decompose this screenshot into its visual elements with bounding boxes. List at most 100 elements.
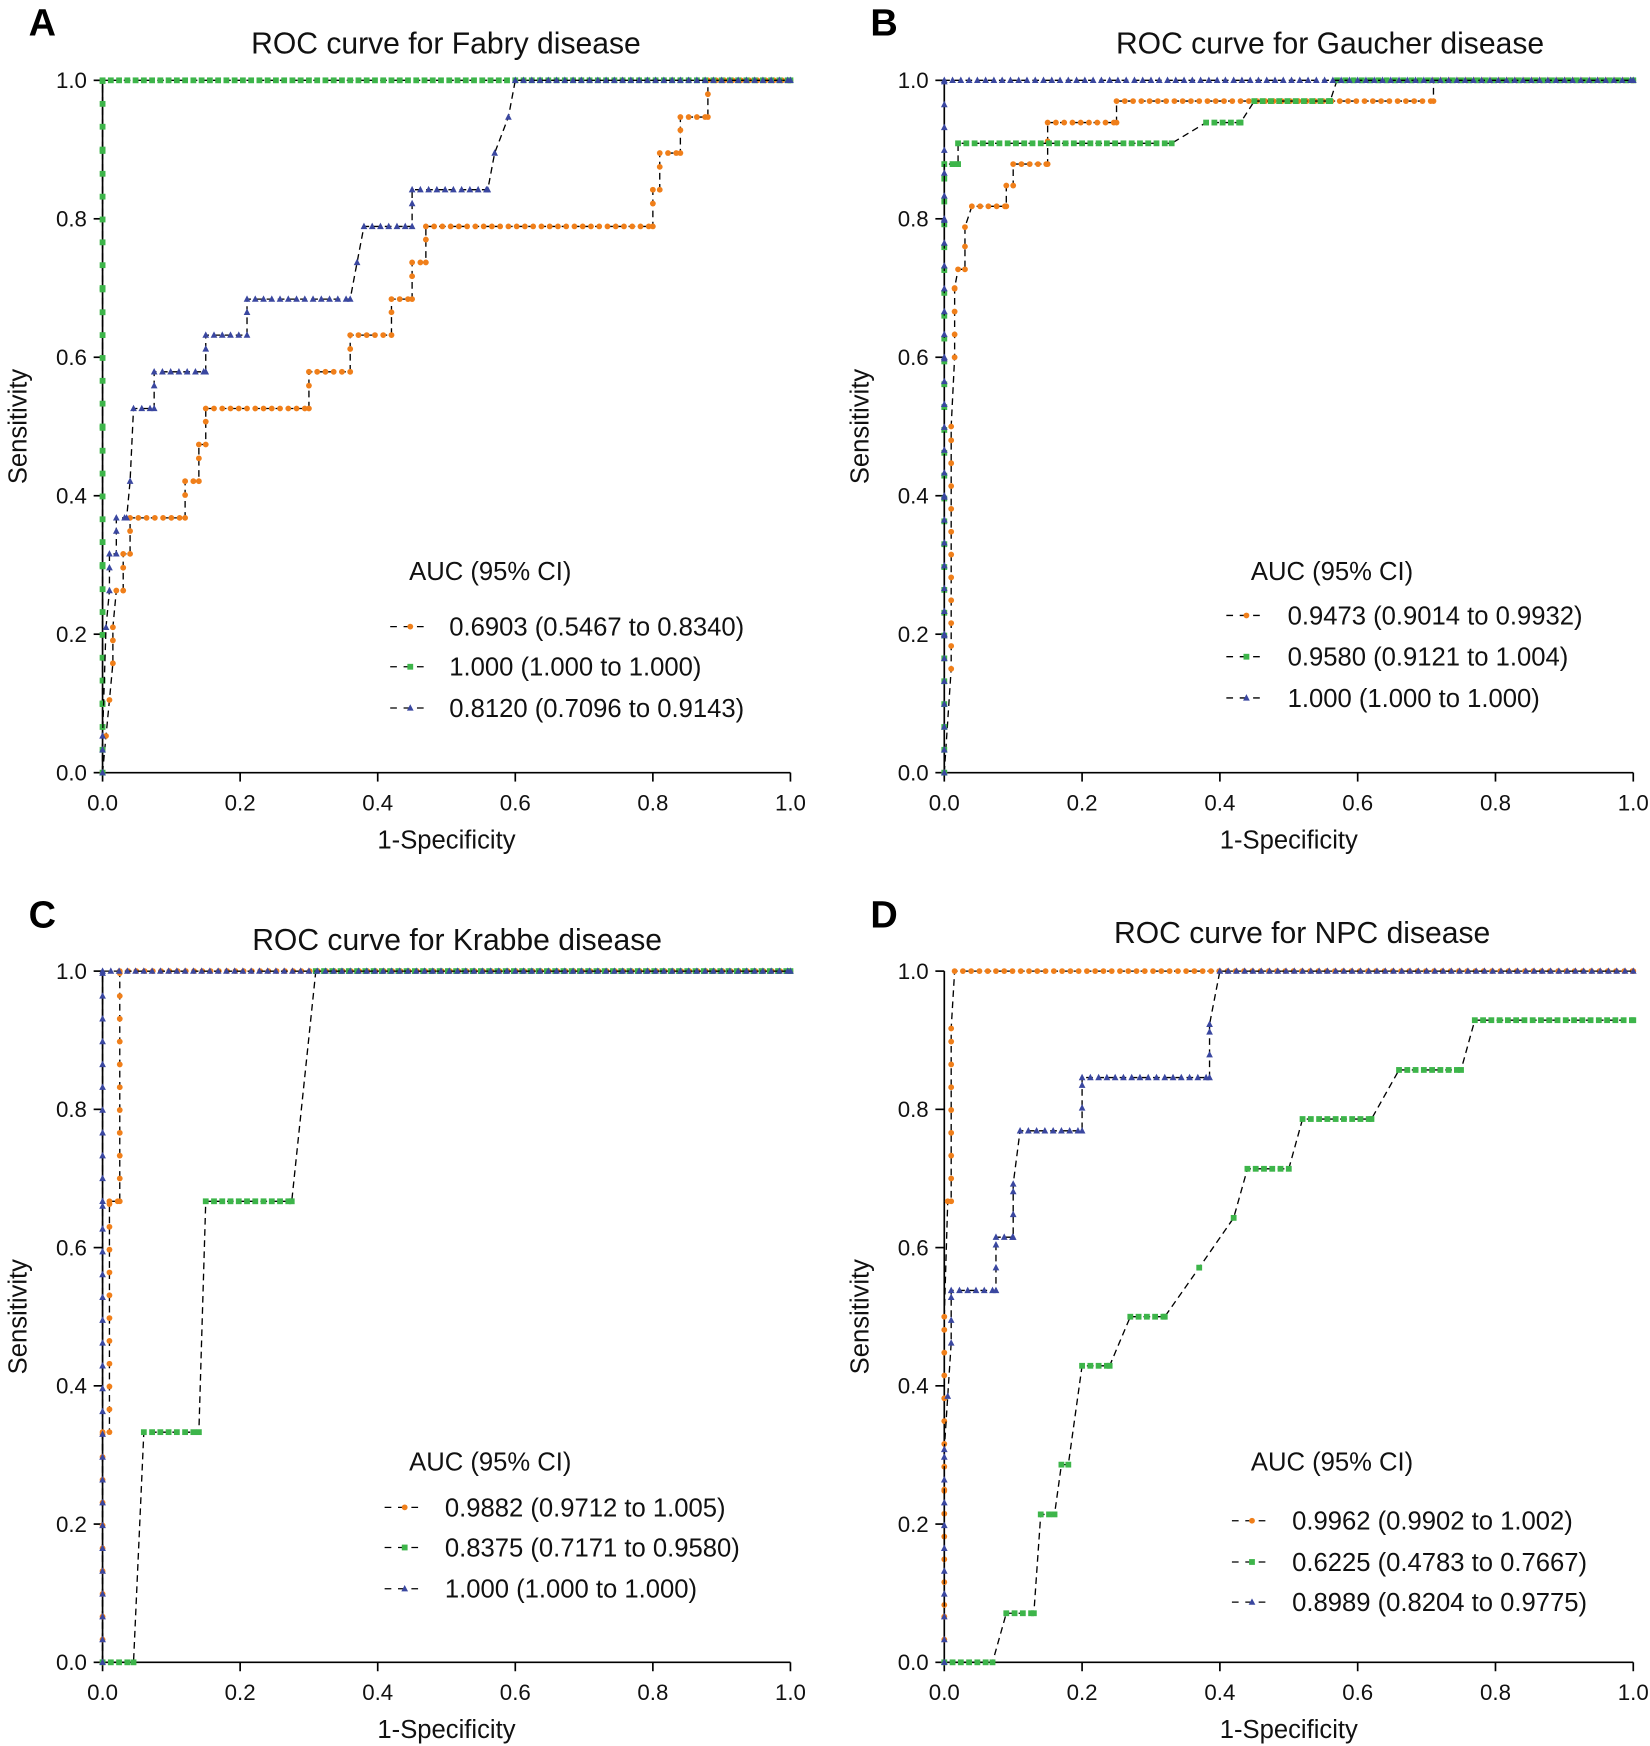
triangle-marker: [1307, 967, 1315, 974]
square-marker: [1341, 1116, 1347, 1122]
triangle-marker: [940, 1635, 948, 1643]
square-marker: [1203, 119, 1210, 126]
circle-marker: [1188, 98, 1194, 104]
circle-marker: [948, 1129, 955, 1136]
triangle-marker: [1172, 76, 1180, 84]
triangle-marker: [1340, 967, 1348, 974]
triangle-marker: [1552, 76, 1560, 84]
triangle-marker: [1243, 694, 1250, 701]
y-tick-label: 0.4: [898, 1374, 929, 1399]
square-marker: [182, 77, 189, 84]
chart-title: ROC curve for Gaucher disease: [1116, 28, 1544, 61]
triangle-marker: [1049, 1126, 1057, 1134]
circle-marker: [948, 1152, 955, 1159]
triangle-marker: [536, 967, 544, 974]
circle-marker: [1044, 161, 1051, 168]
triangle-marker: [947, 1293, 955, 1301]
square-marker: [99, 470, 106, 477]
circle-marker: [363, 332, 370, 339]
circle-marker: [388, 309, 395, 316]
square-marker: [1037, 140, 1044, 147]
triangle-marker: [379, 967, 387, 974]
triangle-marker: [1439, 967, 1447, 974]
y-tick-label: 0.2: [56, 1512, 87, 1537]
square-marker: [1579, 1017, 1586, 1024]
triangle-marker: [1066, 1126, 1074, 1134]
circle-marker: [106, 1383, 113, 1390]
triangle-marker: [1588, 967, 1596, 974]
circle-marker: [330, 368, 337, 375]
square-marker: [1003, 1610, 1010, 1617]
triangle-marker: [355, 967, 362, 974]
square-marker: [1095, 1362, 1102, 1369]
triangle-marker: [940, 1445, 948, 1453]
circle-marker: [306, 368, 312, 375]
circle-marker: [513, 223, 520, 230]
triangle-marker: [734, 76, 742, 84]
triangle-marker: [99, 1083, 106, 1090]
circle-marker: [948, 483, 955, 489]
circle-marker: [455, 223, 462, 230]
triangle-marker: [115, 967, 123, 974]
square-marker: [99, 493, 106, 500]
triangle-marker: [1514, 967, 1521, 974]
triangle-marker: [503, 967, 511, 974]
circle-marker: [596, 223, 603, 230]
triangle-marker: [165, 967, 172, 974]
triangle-marker: [1610, 76, 1618, 84]
square-marker: [256, 77, 263, 84]
square-marker: [982, 1659, 989, 1666]
square-marker: [1051, 1511, 1058, 1518]
triangle-marker: [1561, 76, 1568, 84]
triangle-marker: [1095, 1073, 1102, 1081]
triangle-marker: [99, 1270, 106, 1278]
triangle-marker: [1437, 76, 1444, 84]
series-blue: [940, 967, 1637, 1665]
triangle-marker: [1312, 76, 1320, 84]
series-blue: [99, 967, 794, 1665]
square-marker: [182, 1429, 189, 1436]
circle-marker: [116, 1198, 123, 1205]
circle-marker: [951, 354, 958, 361]
circle-marker: [948, 1198, 955, 1205]
triangle-marker: [544, 967, 552, 974]
circle-marker: [1034, 968, 1041, 975]
square-marker: [1324, 1116, 1331, 1122]
triangle-marker: [433, 185, 441, 193]
triangle-marker: [167, 368, 175, 375]
circle-marker: [656, 150, 663, 156]
triangle-marker: [1594, 76, 1601, 84]
circle-marker: [489, 223, 495, 230]
triangle-marker: [99, 1247, 106, 1255]
square-marker: [252, 1198, 259, 1205]
triangle-marker: [776, 76, 783, 84]
circle-marker: [277, 405, 283, 412]
square-marker: [401, 1544, 408, 1551]
circle-marker: [962, 266, 968, 273]
triangle-marker: [536, 76, 544, 84]
legend-label: 1.000 (1.000 to 1.000): [1288, 685, 1540, 713]
square-marker: [1292, 98, 1299, 104]
y-tick-label: 0.8: [56, 207, 87, 232]
square-marker: [268, 1198, 275, 1205]
circle-marker: [1026, 968, 1032, 975]
circle-marker: [948, 1025, 955, 1032]
circle-marker: [417, 259, 424, 266]
circle-marker: [955, 266, 961, 273]
circle-marker: [422, 236, 429, 243]
circle-marker: [1077, 119, 1084, 126]
square-marker: [99, 562, 106, 568]
legend-item: 0.6225 (0.4783 to 0.7667): [1231, 1549, 1587, 1577]
triangle-marker: [627, 967, 635, 974]
circle-marker: [948, 597, 955, 604]
triangle-marker: [693, 967, 701, 974]
triangle-marker: [677, 967, 684, 974]
circle-marker: [1204, 98, 1211, 104]
square-marker: [1029, 140, 1036, 147]
triangle-marker: [99, 1151, 106, 1159]
square-marker: [1065, 1461, 1072, 1468]
triangle-marker: [940, 1453, 948, 1460]
triangle-marker: [112, 550, 120, 557]
square-marker: [1011, 1610, 1018, 1617]
square-marker: [99, 423, 106, 430]
